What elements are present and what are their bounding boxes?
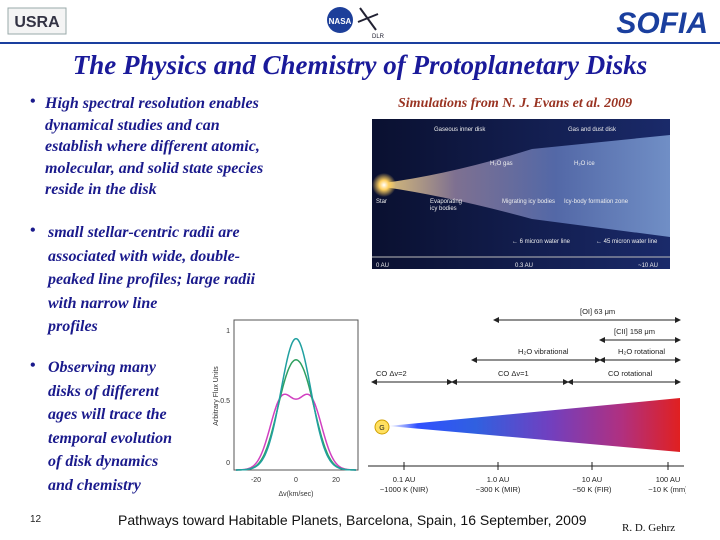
line-label: CO Δv=2: [376, 369, 407, 378]
page-number: 12: [30, 514, 42, 525]
sim-label: Evaporating: [430, 199, 462, 205]
simulation-caption: Simulations from N. J. Evans et al. 2009: [398, 96, 633, 111]
sim-axis-label: ~10 AU: [638, 263, 658, 269]
temperature-label: ~10 K (mm): [648, 485, 686, 494]
x-tick-label: -20: [251, 477, 261, 484]
profile-plot: Arbitrary Flux Units Δv(km/sec) 1 0.5 0 -20…: [213, 319, 359, 498]
distance-label: 1.0 AU: [487, 475, 510, 484]
bullet-line: small stellar-centric radii are: [48, 224, 240, 241]
x-tick-label: 0: [294, 477, 298, 484]
simulation-image: Gaseous inner disk Gas and dust disk H₂O g…: [372, 119, 670, 269]
bullet-line: Observing many: [48, 359, 156, 376]
bullet-dot: •: [30, 93, 36, 110]
line-label: CO rotational: [608, 369, 653, 378]
bullet-line: temporal evolution: [48, 429, 172, 447]
bullet-line: molecular, and solid state species: [45, 159, 264, 177]
dlr-mark: [357, 7, 379, 31]
distance-label: 10 AU: [582, 475, 602, 484]
line-label: [CII] 158 μm: [614, 327, 655, 336]
bullet-line: ages will trace the: [48, 406, 167, 423]
sim-axis-label: 0.3 AU: [515, 263, 533, 269]
plot-frame: [233, 319, 359, 471]
sim-label: icy bodies: [430, 206, 457, 212]
profile-curve: [236, 337, 356, 471]
star-label: G: [379, 425, 384, 432]
bullet-line: profiles: [48, 318, 98, 335]
distance-label: 0.1 AU: [393, 475, 416, 484]
spectrum-wedge: [388, 398, 680, 452]
disk-shape: [384, 135, 670, 237]
temperature-label: ~300 K (MIR): [476, 485, 521, 494]
line-label: CO Δv=1: [498, 369, 529, 378]
sim-label: Gas and dust disk: [568, 127, 617, 133]
sim-label: Migrating icy bodies: [502, 199, 555, 205]
bullet-line: establish where different atomic,: [45, 138, 260, 155]
bullet-line: associated with wide, double-: [48, 247, 240, 265]
temperature-label: ~50 K (FIR): [573, 485, 612, 494]
y-tick-label: 0.5: [220, 398, 230, 405]
title: The Physics and Chemistry of Protoplanet…: [72, 50, 648, 80]
sim-label: ← 45 micron water line: [596, 239, 658, 245]
bullet-line: dynamical studies and can: [45, 116, 220, 134]
line-label: [OI] 63 μm: [580, 307, 615, 316]
spectrum-diagram: [OI] 63 μm [CII] 158 μm H₂O vibrational H₂O…: [368, 307, 686, 494]
bullet-line: peaked line profiles; large radii: [48, 271, 256, 288]
x-tick-label: 20: [332, 477, 340, 484]
y-tick-label: 0: [226, 460, 230, 467]
sim-label: H₂O gas: [490, 161, 513, 167]
bullet-line: and chemistry: [48, 476, 141, 494]
sim-label: H₂O ice: [574, 161, 595, 167]
bullet-line: High spectral resolution enables: [45, 95, 259, 112]
temperature-label: ~1000 K (NIR): [380, 485, 429, 494]
bullet-line: reside in the disk: [45, 181, 157, 198]
bullet-dot: •: [30, 357, 36, 374]
sim-axis-label: 0 AU: [376, 263, 389, 269]
bullet-dot: •: [30, 222, 36, 239]
line-label: H₂O vibrational: [518, 347, 569, 356]
sim-label: Gaseous inner disk: [434, 127, 486, 133]
profile-curve: [236, 359, 356, 471]
bullet-line: of disk dynamics: [48, 453, 159, 470]
dlr-logo: DLR: [372, 34, 385, 40]
distance-label: 100 AU: [656, 475, 681, 484]
line-label: H₂O rotational: [618, 347, 665, 356]
y-axis-label: Arbitrary Flux Units: [213, 366, 220, 426]
sim-label: Star: [376, 199, 387, 205]
star-icon: [374, 419, 390, 435]
x-axis-label: Δv(km/sec): [278, 491, 313, 498]
bullet-line: with narrow line: [48, 294, 158, 312]
nasa-logo: NASA: [329, 17, 352, 26]
star: [372, 173, 396, 197]
author: R. D. Gehrz: [622, 522, 676, 534]
y-tick-label: 1: [226, 328, 230, 335]
usra-logo: USRA: [14, 14, 60, 31]
nasa-meatball: [327, 7, 353, 33]
profile-curve: [235, 393, 357, 471]
sim-label: ← 6 micron water line: [512, 239, 571, 245]
footer-text: Pathways toward Habitable Planets, Barce…: [118, 512, 587, 528]
sofia-logo: SOFIA: [616, 7, 708, 40]
sim-label: Icy-body formation zone: [564, 199, 629, 205]
usra-box: [7, 7, 67, 35]
bullet-line: disks of different: [48, 382, 159, 400]
header: USRA NASA DLR SOFIA: [0, 7, 720, 44]
